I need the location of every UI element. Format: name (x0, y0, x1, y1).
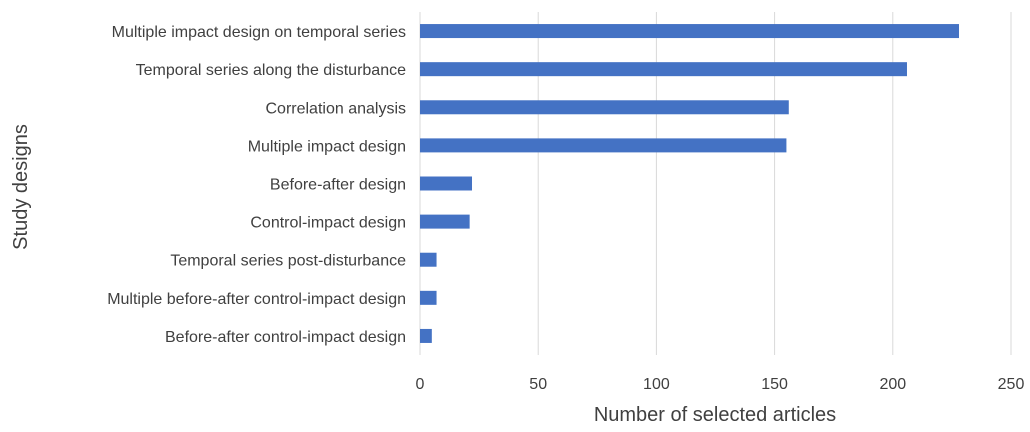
bar (420, 290, 437, 305)
bar (420, 100, 789, 115)
y-axis-title: Study designs (10, 124, 32, 250)
x-axis-title: Number of selected articles (594, 404, 836, 426)
bar (420, 24, 959, 39)
x-tick-label: 150 (761, 376, 788, 393)
x-tick-label: 250 (998, 376, 1025, 393)
bar (420, 214, 470, 229)
x-tick-labels: 0 50 100 150 200 250 (416, 376, 1025, 393)
category-label: Correlation analysis (265, 100, 406, 117)
x-tick-label: 100 (643, 376, 670, 393)
category-label: Control-impact design (250, 215, 406, 232)
x-tick-label: 0 (416, 376, 425, 393)
x-tick-label: 200 (879, 376, 906, 393)
category-label: Multiple impact design on temporal serie… (112, 24, 406, 41)
bar (420, 138, 787, 153)
x-tick-label: 50 (529, 376, 547, 393)
category-label: Multiple before-after control-impact des… (107, 291, 406, 308)
bar (420, 328, 432, 343)
bar (420, 252, 437, 267)
bar (420, 62, 907, 77)
category-label: Temporal series post-disturbance (170, 253, 406, 270)
category-label: Temporal series along the disturbance (136, 62, 406, 79)
category-label: Multiple impact design (248, 138, 406, 155)
bar (420, 176, 473, 191)
category-label: Before-after control-impact design (165, 329, 406, 346)
category-label: Before-after design (270, 177, 406, 194)
bars (420, 24, 959, 343)
category-labels: Multiple impact design on temporal serie… (107, 24, 406, 346)
